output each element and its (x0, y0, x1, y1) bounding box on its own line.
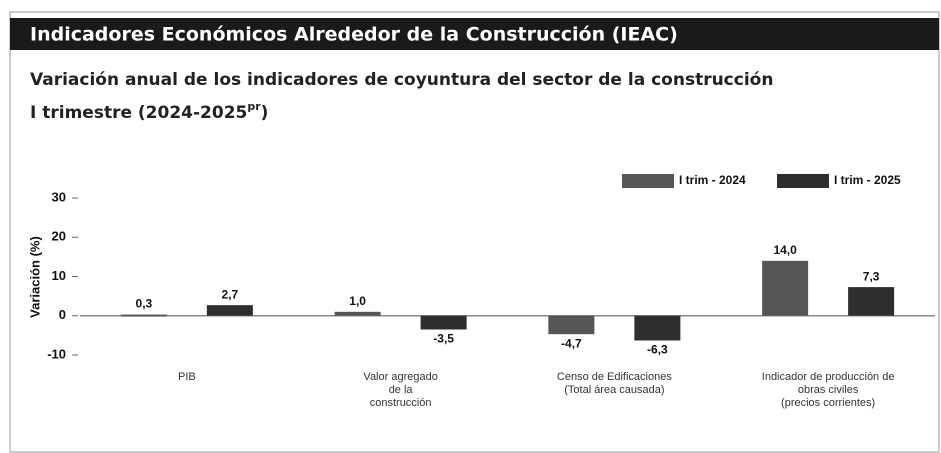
bar (848, 287, 895, 316)
x-tick-label: Censo de Edificaciones (Total área causad… (557, 371, 672, 396)
subtitle: I trimestre (2024-2025pr) (30, 100, 268, 123)
x-tick-label: Valor agregado de la construcción (363, 371, 437, 409)
legend-swatch (777, 174, 829, 188)
y-axis-label: Variación (%) (27, 236, 42, 318)
value-label: -4,7 (561, 336, 582, 350)
y-tick-label: 0 (59, 307, 66, 322)
header-bar (10, 18, 939, 50)
header: Indicadores Económicos Alrededor de la C… (30, 24, 678, 46)
legend-swatch (622, 174, 674, 188)
bar (120, 314, 167, 317)
y-tick-label: 20 (52, 229, 66, 244)
bar (206, 305, 253, 316)
y-tick-label: -10 (47, 346, 66, 361)
bar (334, 311, 381, 316)
subtitle-superscript: pr (247, 100, 261, 113)
legend-label: I trim - 2025 (834, 173, 901, 187)
bar (548, 315, 595, 335)
bar (634, 315, 681, 341)
y-tick-label: 30 (52, 189, 66, 204)
bar (762, 260, 809, 316)
value-label: -6,3 (647, 343, 668, 357)
bar (420, 315, 467, 330)
x-tick-label: PIB (178, 371, 196, 383)
x-tick-label: Indicador de producción de obras civiles(… (762, 371, 895, 409)
legend-label: I trim - 2024 (679, 173, 746, 187)
subtitle-end: ) (261, 103, 269, 123)
value-label: 1,0 (349, 294, 366, 308)
chart-title: Variación anual de los indicadores de co… (30, 70, 773, 90)
value-label: 14,0 (773, 243, 797, 257)
value-label: 7,3 (863, 269, 880, 283)
y-tick-label: 10 (52, 268, 66, 283)
frame (9, 11, 940, 453)
value-label: -3,5 (433, 332, 454, 346)
value-label: 2,7 (222, 287, 239, 301)
subtitle-text: I trimestre (2024-2025 (30, 103, 247, 123)
value-label: 0,3 (136, 297, 153, 311)
